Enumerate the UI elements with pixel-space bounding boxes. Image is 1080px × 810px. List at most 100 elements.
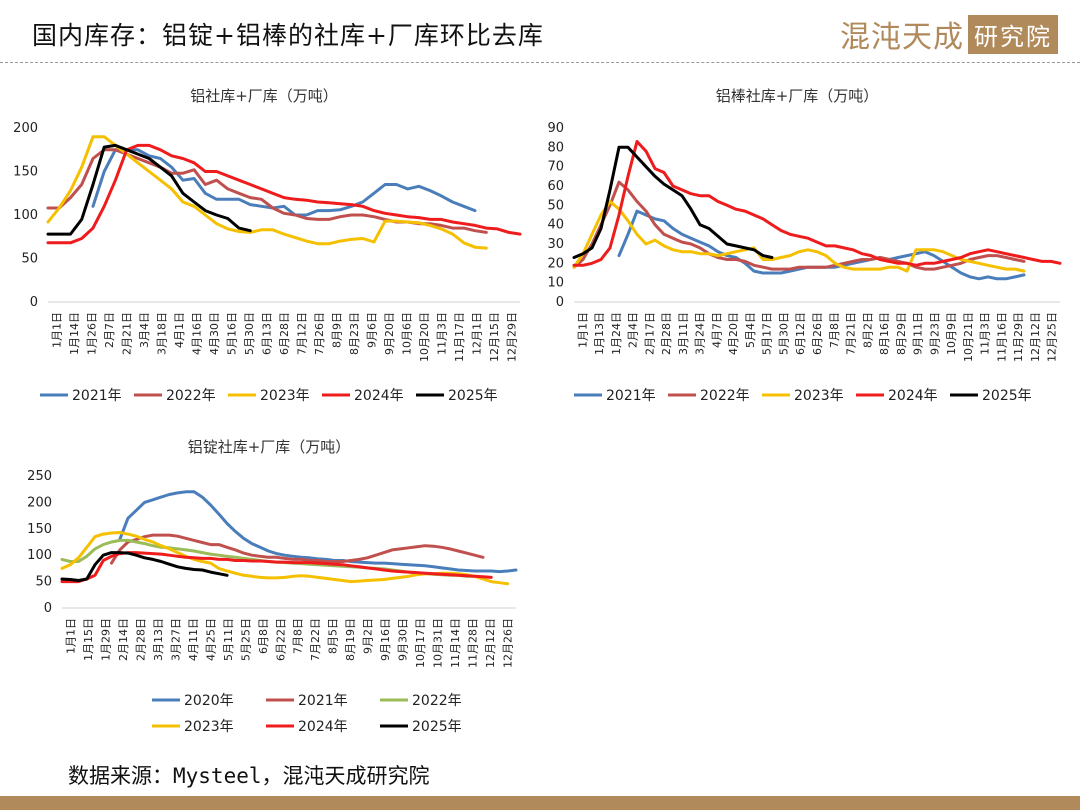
x-tick-label: 8月2日 [861,312,874,348]
legend-label: 2024年 [354,388,404,404]
series-line-2024年 [572,140,1062,267]
y-tick-label: 100 [13,208,38,223]
series-line-2021年 [110,533,485,565]
x-tick-label: 5月25日 [239,618,252,661]
x-tick-label: 6月8日 [257,618,270,654]
x-tick-label: 10月20日 [418,312,431,362]
page-title: 国内库存：铝锭+铝棒的社库+厂库环比去库 [32,21,544,50]
series-line-2025年 [572,145,774,259]
y-tick-label: 150 [27,522,52,537]
x-tick-label: 2月7日 [103,312,116,348]
chart-aluminum-rod: 铝棒社库+厂库（万吨） 0 10 20 30 40 50 60 70 80 90 1月1日 1月13日 1… [547,87,1062,404]
y-tick-label: 0 [556,295,564,310]
series-line-2023年 [46,135,488,250]
y-tick-label: 30 [547,237,564,252]
x-tick-label: 6月26日 [811,312,824,355]
series-line-2020年 [118,490,518,574]
header-divider [0,62,1080,63]
x-tick-label: 6月28日 [278,312,291,355]
y-tick-label: 50 [35,575,52,590]
x-tick-label: 9月6日 [365,312,378,348]
x-tick-label: 12月1日 [470,312,483,355]
x-tick-label: 3月24日 [694,312,707,355]
y-tick-label: 0 [30,295,38,310]
x-tick-label: 11月29日 [1012,312,1025,362]
x-tick-label: 5月17日 [761,312,774,355]
x-tick-label: 4月1日 [173,312,186,348]
x-tick-label: 8月9日 [330,312,343,348]
x-tick-label: 11月28日 [466,618,479,668]
logo-text: 混沌天成 [840,20,964,55]
x-tick-label: 1月13日 [593,312,606,355]
x-tick-label: 11月17日 [453,312,466,362]
chart-title: 铝棒社库+厂库（万吨） [716,87,879,105]
x-tick-label: 6月22日 [274,618,287,661]
x-tick-label: 3月27日 [170,618,183,661]
legend-label: 2022年 [700,388,750,404]
x-tick-label: 5月30日 [777,312,790,355]
x-tick-label: 10月31日 [431,618,444,668]
series-line-2025年 [60,551,229,582]
chart-aluminum-total: 铝社库+厂库（万吨） 0 50 100 150 200 1月1日 1月14日 1月26日 2月7日… [13,87,522,404]
y-tick-label: 200 [13,121,38,136]
series-line-2025年 [46,143,252,236]
x-tick-label: 5月11日 [222,618,235,661]
legend-label: 2023年 [184,719,234,735]
x-tick-label: 12月12日 [1029,312,1042,362]
x-tick-label: 8月16日 [878,312,891,355]
legend-label: 2024年 [298,719,348,735]
series-line-2023年 [572,200,1026,273]
legend-label: 2023年 [260,388,310,404]
y-tick-label: 40 [547,218,564,233]
x-tick-label: 2月14日 [117,618,130,661]
legend-label: 2025年 [448,388,498,404]
series-line-2024年 [60,551,493,584]
series-line-2021年 [91,148,477,217]
x-tick-label: 8月19日 [344,618,357,661]
x-tick-label: 4月11日 [187,618,200,661]
legend-label: 2024年 [888,388,938,404]
x-tick-label: 12月15日 [488,312,501,362]
legend-label: 2022年 [412,693,462,709]
x-tick-label: 2月28日 [135,618,148,661]
x-tick-label: 9月30日 [397,618,410,661]
x-tick-label: 10月6日 [400,312,413,355]
brand-logo: 混沌天成 研究院 [840,12,1058,56]
x-tick-label: 1月15日 [82,618,95,661]
x-tick-label: 12月12日 [484,618,497,668]
y-tick-label: 50 [21,252,38,267]
x-tick-label: 7月8日 [292,618,305,654]
x-tick-label: 1月1日 [576,312,589,348]
x-tick-label: 5月16日 [226,312,239,355]
x-tick-label: 11月14日 [449,618,462,668]
y-tick-label: 10 [547,276,564,291]
x-tick-label: 8月29日 [895,312,908,355]
x-tick-label: 1月1日 [65,618,78,654]
x-tick-label: 4月25日 [204,618,217,661]
x-tick-label: 4月20日 [727,312,740,355]
legend-label: 2023年 [794,388,844,404]
legend-label: 2022年 [166,388,216,404]
x-tick-label: 6月12日 [794,312,807,355]
data-source: 数据来源：Mysteel，混沌天成研究院 [68,764,430,788]
x-tick-label: 11月3日 [435,312,448,355]
bottom-bar [0,796,1080,810]
x-tick-label: 10月21日 [962,312,975,362]
x-tick-label: 9月16日 [379,618,392,661]
y-tick-label: 90 [547,121,564,136]
x-tick-label: 5月30日 [243,312,256,355]
x-tick-label: 10月9日 [945,312,958,355]
x-tick-label: 1月14日 [68,312,81,355]
x-tick-label: 7月12日 [295,312,308,355]
x-tick-label: 2月4日 [627,312,640,348]
x-tick-label: 12月25日 [1046,312,1059,362]
y-tick-label: 20 [547,256,564,271]
x-tick-label: 9月23日 [928,312,941,355]
legend-label: 2025年 [412,719,462,735]
x-tick-label: 1月24日 [610,312,623,355]
y-tick-label: 250 [27,469,52,484]
y-tick-label: 70 [547,160,564,175]
legend-label: 2025年 [982,388,1032,404]
x-tick-label: 4月16日 [191,312,204,355]
chart-title: 铝社库+厂库（万吨） [190,87,338,105]
